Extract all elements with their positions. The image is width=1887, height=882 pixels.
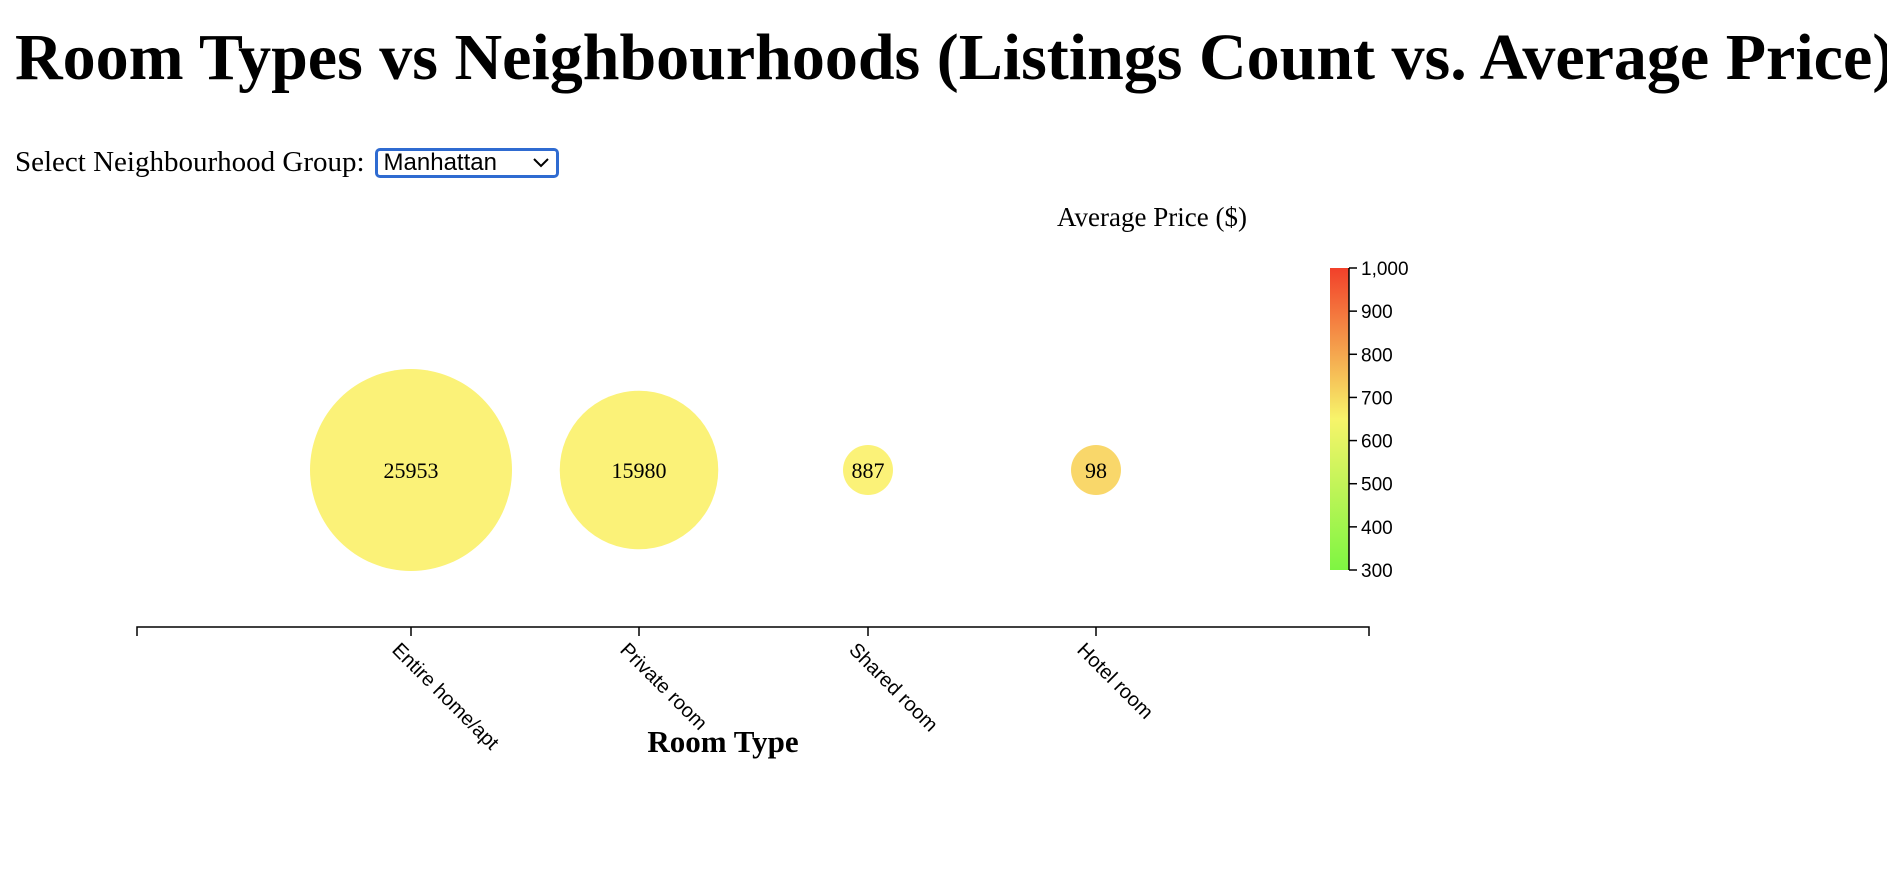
colorbar-title: Average Price ($) [1057, 202, 1247, 232]
x-axis-title: Room Type [647, 724, 798, 759]
neighbourhood-select-label: Select Neighbourhood Group: [15, 146, 365, 178]
x-axis: Entire home/apt Private room Shared room Ho… [136, 626, 1370, 759]
chevron-down-icon [532, 157, 549, 167]
bubble-count-label: 98 [1085, 458, 1107, 483]
colorbar-tick-label: 300 [1361, 561, 1393, 582]
neighbourhood-select[interactable]: Manhattan [374, 147, 559, 178]
x-axis-line [136, 626, 1370, 636]
colorbar-tick-label: 1,000 [1361, 259, 1409, 280]
bubble-hotel-room[interactable] [1071, 445, 1121, 495]
bubble-count-label: 15980 [612, 458, 667, 483]
colorbar-tick-label: 700 [1361, 388, 1393, 409]
colorbar-tick-label: 900 [1361, 302, 1393, 323]
colorbar-tick-label: 400 [1361, 518, 1393, 539]
colorbar-gradient [1330, 268, 1349, 570]
x-tick-label: Private room [615, 639, 711, 735]
neighbourhood-select-value: Manhattan [383, 148, 497, 176]
page-title: Room Types vs Neighbourhoods (Listings C… [15, 21, 1887, 94]
colorbar-tick-label: 500 [1361, 475, 1393, 496]
x-tick-label: Entire home/apt [387, 639, 503, 755]
bubble-shared-room[interactable] [843, 445, 893, 495]
colorbar-tick-label: 600 [1361, 432, 1393, 453]
bubble-entire-home-apt[interactable] [310, 369, 512, 571]
x-tick-label: Hotel room [1072, 639, 1157, 724]
bubble-private-room[interactable] [559, 390, 719, 550]
neighbourhood-filter: Select Neighbourhood Group: Manhattan [15, 146, 559, 179]
bubble-count-label: 25953 [384, 458, 439, 483]
bubbles-layer: 25953 15980 887 98 [310, 369, 1121, 571]
bubble-count-label: 887 [852, 458, 885, 483]
color-legend: 1,000 900 800 700 600 500 400 300 Average Price … [1057, 202, 1409, 582]
colorbar-tick-label: 800 [1361, 345, 1393, 366]
x-tick-label: Shared room [844, 639, 941, 736]
